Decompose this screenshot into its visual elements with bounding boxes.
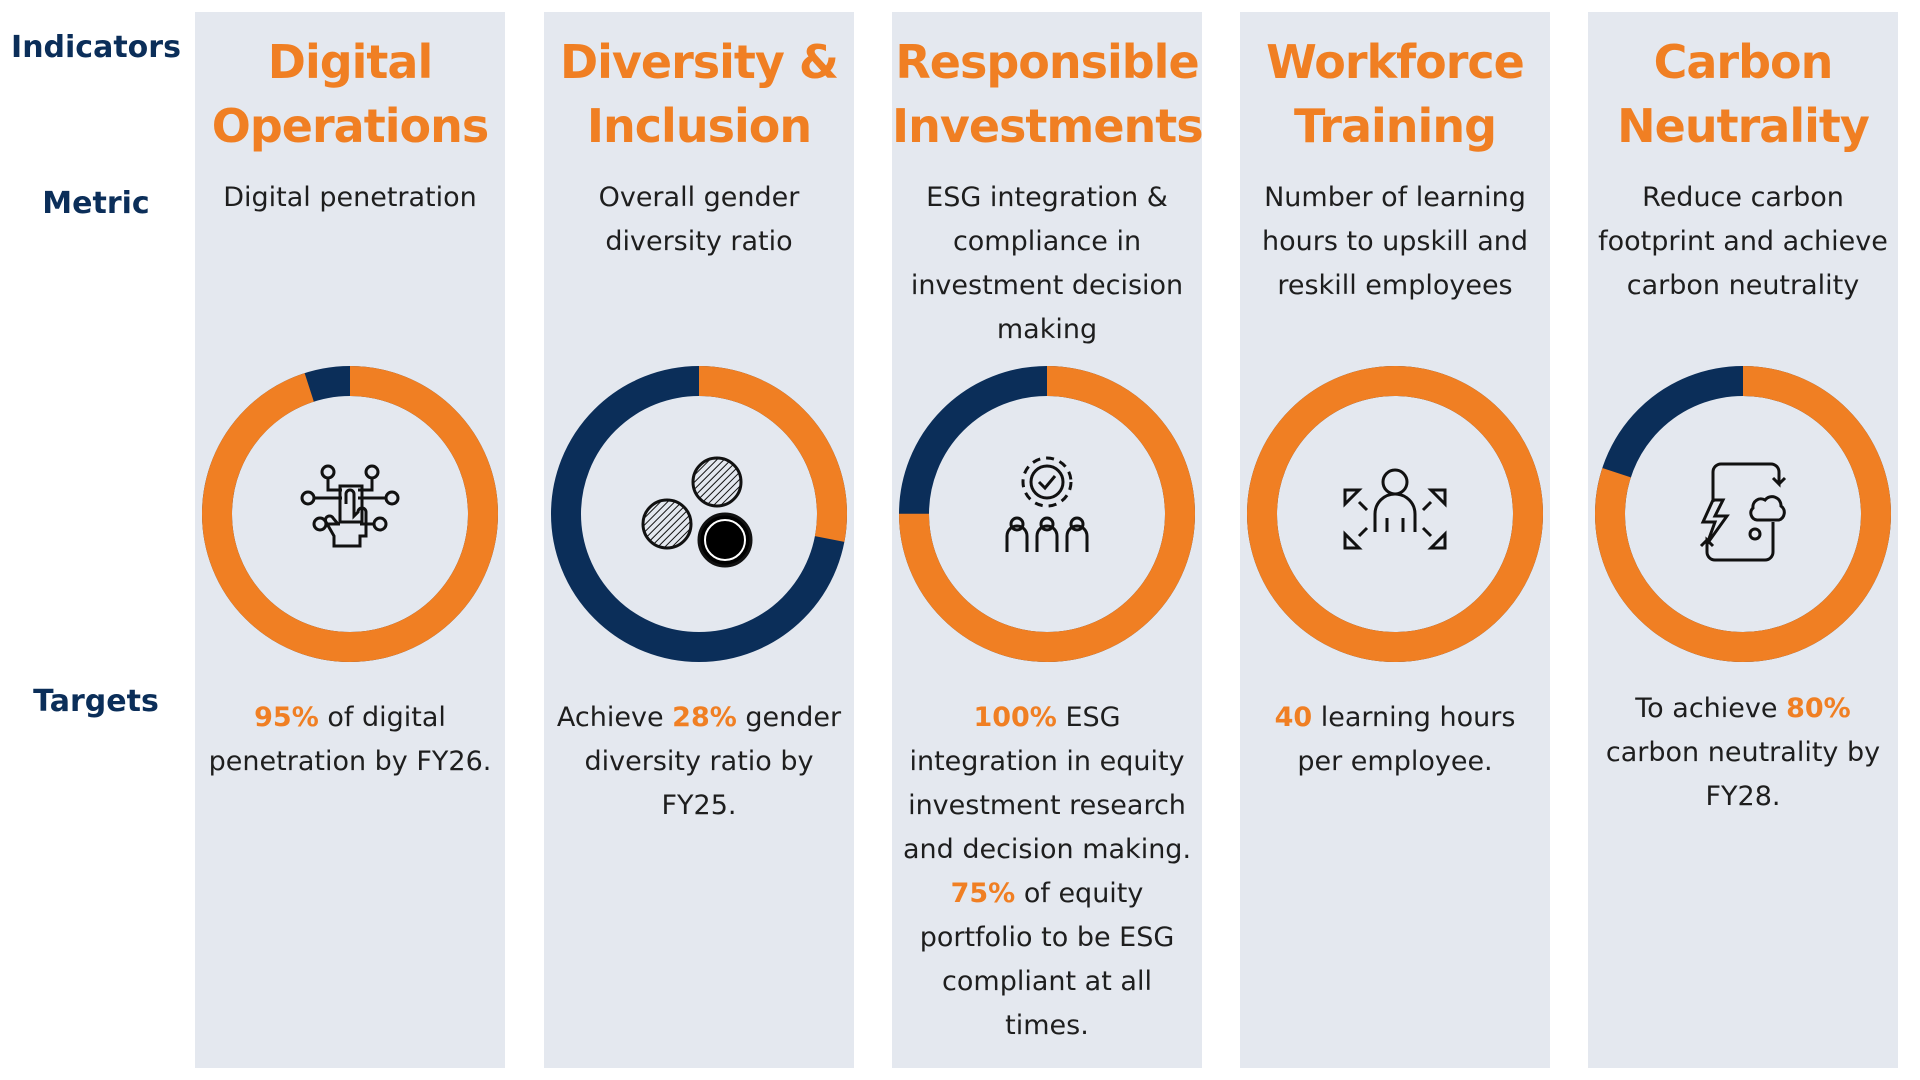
target-segment: of digital penetration by FY26. [208, 702, 492, 777]
progress-donut [899, 366, 1195, 662]
target-highlight: 95% [254, 702, 319, 733]
target-highlight: 40 [1274, 702, 1313, 733]
indicator-column: Workforce Training Number of learning hour… [1240, 12, 1550, 1068]
progress-donut [202, 366, 498, 662]
progress-donut [1595, 366, 1891, 662]
target-segment: learning hours per employee. [1297, 702, 1516, 777]
person-expand-icon [1343, 468, 1447, 550]
target-highlight: 28% [672, 702, 737, 733]
metric-text: Digital penetration [223, 182, 477, 213]
progress-donut [1247, 366, 1543, 662]
indicator-column: Digital Operations Digital penetration 95% … [195, 12, 505, 1068]
donut-progress-arc [1247, 366, 1543, 662]
target-segment: Achieve [556, 702, 673, 733]
target-segment: ESG integration in equity investment res… [902, 702, 1192, 865]
target-text: 40 learning hours per employee. [1248, 696, 1542, 784]
target-highlight: 80% [1786, 693, 1851, 724]
indicator-title: Carbon Neutrality [1617, 35, 1870, 153]
target-text: To achieve 80% carbon neutrality by FY28… [1596, 687, 1890, 819]
metric-text: Overall gender diversity ratio [598, 182, 800, 257]
target-segment: To achieve [1635, 693, 1787, 724]
target-text: 95% of digital penetration by FY26. [203, 696, 497, 784]
indicator-title: Diversity & Inclusion [559, 35, 839, 153]
target-segment: of equity portfolio to be ESG compliant … [919, 878, 1175, 1041]
indicator-title: Digital Operations [211, 35, 489, 153]
metric-text: Number of learning hours to upskill and … [1261, 182, 1529, 301]
target-segment: gender diversity ratio by FY25. [584, 702, 842, 821]
metric-text: Reduce carbon footprint and achieve carb… [1598, 182, 1888, 301]
target-text: Achieve 28% gender diversity ratio by FY… [552, 696, 846, 828]
indicator-column: Carbon Neutrality Reduce carbon footprint … [1588, 12, 1898, 1068]
indicator-column: Responsible Investments ESG integration & … [892, 12, 1204, 1068]
indicator-title: Responsible Investments [892, 35, 1204, 153]
digital-touch-icon [300, 464, 400, 548]
donut-progress-arc [899, 366, 1195, 662]
team-gear-check-icon [1005, 456, 1089, 552]
donut-progress-arc [551, 366, 847, 662]
progress-donut [551, 366, 847, 662]
row-label-metric: Metric [42, 186, 150, 221]
diversity-circles-icon [641, 456, 753, 568]
carbon-cycle-icon [1699, 462, 1787, 562]
donut-progress-arc [202, 366, 498, 662]
indicator-title: Workforce Training [1266, 35, 1525, 153]
row-label-targets: Targets [33, 684, 159, 719]
target-highlight: 75% [950, 878, 1016, 909]
target-text: 100% ESG integration in equity investmen… [900, 696, 1194, 1048]
metric-text: ESG integration & compliance in investme… [910, 182, 1184, 345]
target-segment: carbon neutrality by FY28. [1605, 737, 1881, 812]
donut-progress-arc [1595, 366, 1891, 662]
target-highlight: 100% [973, 702, 1057, 733]
indicator-column: Diversity & Inclusion Overall gender diver… [544, 12, 854, 1068]
row-label-indicators: Indicators [11, 30, 181, 65]
